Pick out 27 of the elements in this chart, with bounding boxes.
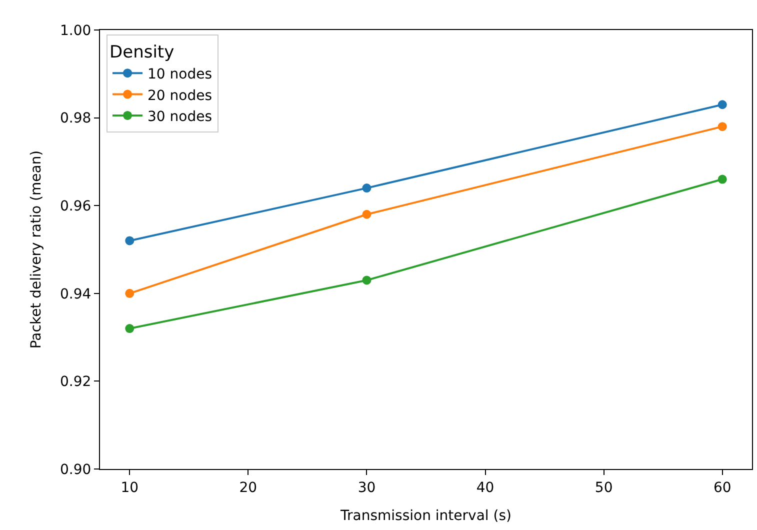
point	[718, 100, 727, 110]
legend-label: 30 nodes	[148, 108, 212, 125]
y-tick-label: 0.94	[60, 286, 92, 302]
x-tick-label: 30	[358, 480, 376, 496]
x-tick-label: 40	[476, 480, 494, 496]
point	[362, 276, 372, 285]
x-axis-title: Transmission interval (s)	[340, 508, 512, 524]
y-tick-label: 0.98	[60, 110, 92, 127]
y-tick-label: 0.90	[60, 462, 92, 478]
legend-label: 10 nodes	[148, 66, 212, 83]
y-tick-label: 1.00	[60, 22, 92, 39]
y-tick-label: 0.96	[60, 198, 92, 214]
point	[362, 210, 372, 219]
legend-title: Density	[110, 42, 174, 62]
x-tick-label: 20	[239, 480, 258, 496]
point	[718, 174, 727, 184]
point	[125, 236, 134, 246]
legend-label: 20 nodes	[148, 88, 212, 104]
point	[718, 122, 727, 132]
point	[125, 288, 134, 298]
y-axis-title: Packet delivery ratio (mean)	[28, 150, 45, 349]
point	[125, 324, 134, 334]
x-tick-label: 10	[120, 480, 139, 496]
point	[362, 184, 372, 193]
y-tick-label: 0.92	[60, 374, 92, 390]
x-tick-label: 50	[594, 480, 613, 496]
x-tick-label: 60	[713, 480, 732, 496]
